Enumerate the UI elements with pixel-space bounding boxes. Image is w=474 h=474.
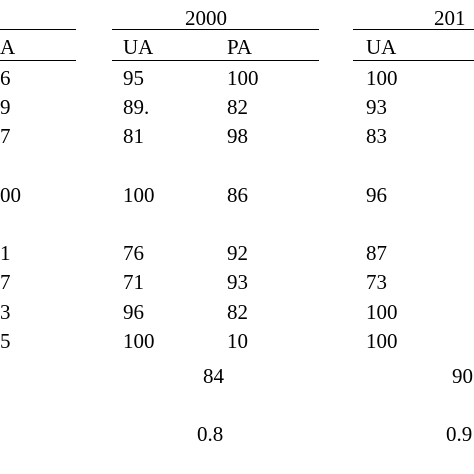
table-cell: 82 xyxy=(227,95,248,119)
group-rule-2000 xyxy=(112,29,319,30)
table-cell: 1 xyxy=(0,241,11,265)
header-rule xyxy=(112,60,319,61)
table-cell: 3 xyxy=(0,300,11,324)
table-cell: 81 xyxy=(123,124,144,148)
group-header-2000: 2000 xyxy=(185,6,227,30)
table-cell: 7 xyxy=(0,270,11,294)
summary-value-201: 0.9 xyxy=(446,422,473,446)
table-cell: 76 xyxy=(123,241,144,265)
table-cell: 100 xyxy=(366,329,398,353)
table-cell: 71 xyxy=(123,270,144,294)
column-header: UA xyxy=(123,35,154,59)
summary-value-201: 90 xyxy=(452,364,473,388)
table-cell: 73 xyxy=(366,270,387,294)
table-cell: 6 xyxy=(0,66,11,90)
header-rule xyxy=(353,60,474,61)
table-cell: 5 xyxy=(0,329,11,353)
group-rule-201 xyxy=(353,29,474,30)
table-cell: 00 xyxy=(0,183,21,207)
header-rule xyxy=(0,60,76,61)
table-cell: 100 xyxy=(123,329,155,353)
table-cell: 93 xyxy=(366,95,387,119)
summary-value-2000: 84 xyxy=(203,364,224,388)
table-cell: 93 xyxy=(227,270,248,294)
table-cell: 87 xyxy=(366,241,387,265)
table-cell: 10 xyxy=(227,329,248,353)
table-cell: 89. xyxy=(123,95,150,119)
column-header: PA xyxy=(227,35,252,59)
table-cell: 96 xyxy=(366,183,387,207)
table-cell: 100 xyxy=(366,66,398,90)
table-cell: 86 xyxy=(227,183,248,207)
summary-value-2000: 0.8 xyxy=(197,422,224,446)
table-cell: 98 xyxy=(227,124,248,148)
table-cell: 100 xyxy=(227,66,259,90)
table-cell: 100 xyxy=(366,300,398,324)
table-cell: 100 xyxy=(123,183,155,207)
table-cell: 9 xyxy=(0,95,11,119)
table-cell: 95 xyxy=(123,66,144,90)
table-cell: 96 xyxy=(123,300,144,324)
table-cell: 83 xyxy=(366,124,387,148)
column-header: UA xyxy=(366,35,397,59)
group-header-201: 201 xyxy=(434,6,466,30)
table-cell: 7 xyxy=(0,124,11,148)
top-rule xyxy=(0,29,76,30)
table-cell: 92 xyxy=(227,241,248,265)
column-header: A xyxy=(0,35,16,59)
table-cell: 82 xyxy=(227,300,248,324)
